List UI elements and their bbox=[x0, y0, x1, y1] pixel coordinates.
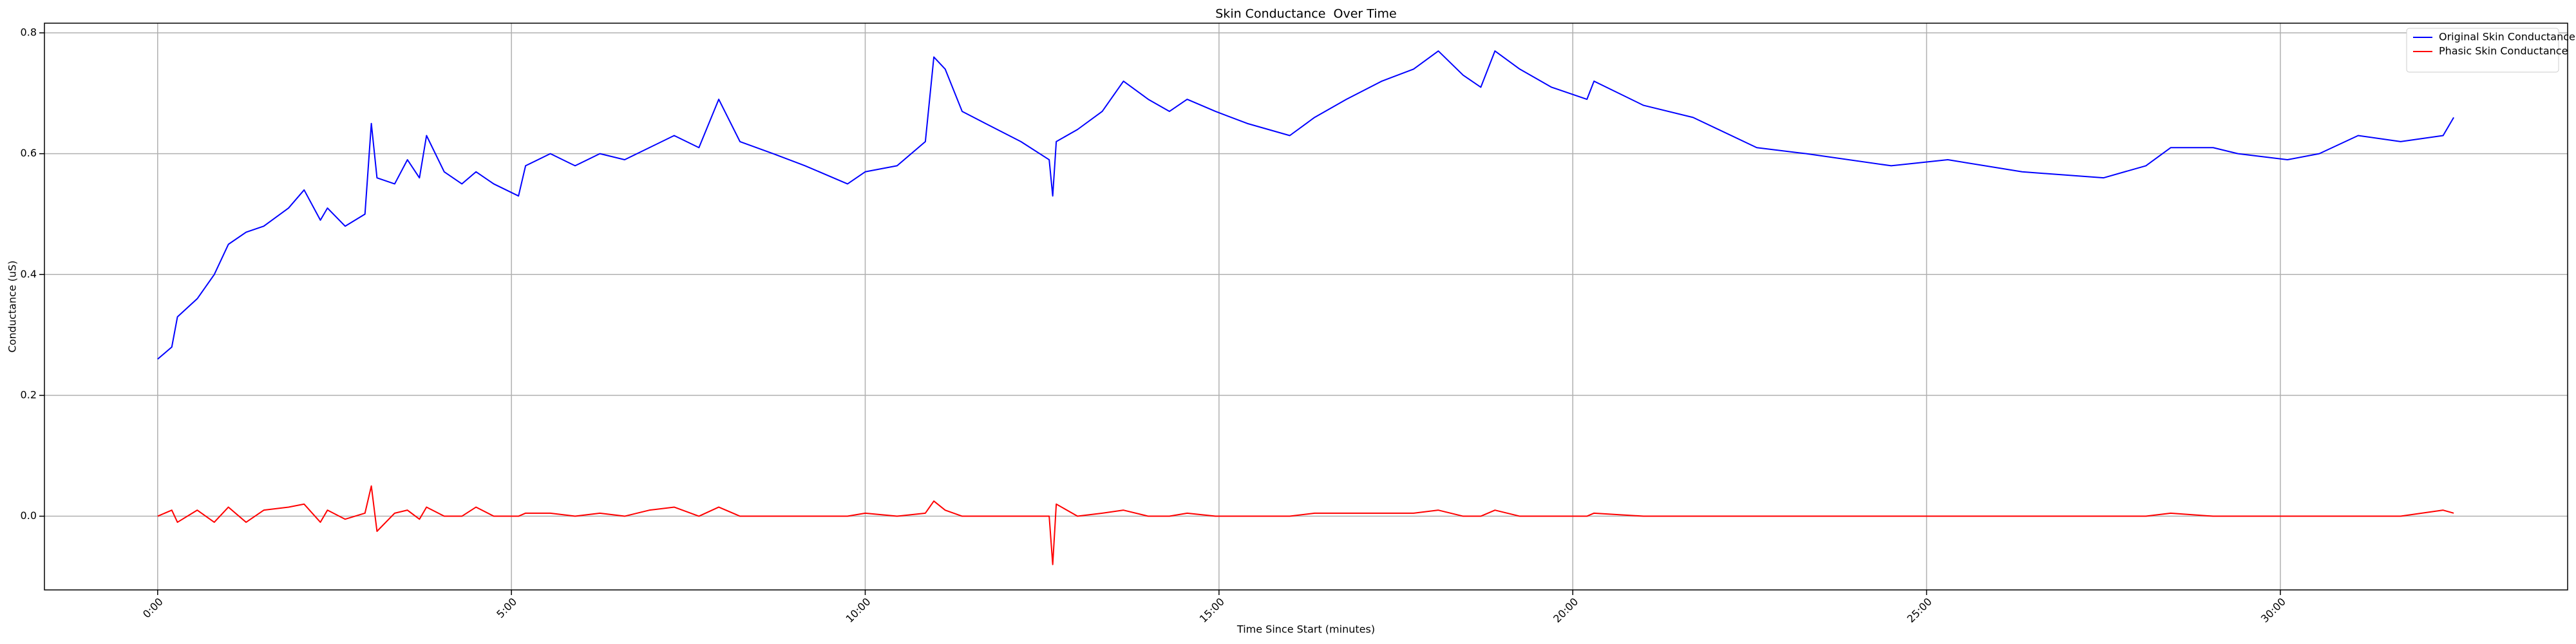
x-tick-label: 10:00 bbox=[843, 596, 873, 625]
legend-box bbox=[2406, 28, 2559, 73]
legend-label: Phasic Skin Conductance bbox=[2439, 45, 2568, 57]
x-axis-label: Time Since Start (minutes) bbox=[1236, 623, 1375, 636]
x-tick-label: 30:00 bbox=[2259, 596, 2288, 625]
x-tick-label: 20:00 bbox=[1551, 596, 1580, 625]
line-series bbox=[157, 50, 2454, 360]
x-tick-label: 15:00 bbox=[1197, 596, 1227, 625]
y-tick-label: 0.8 bbox=[21, 26, 37, 39]
x-tick-label: 25:00 bbox=[1905, 596, 1935, 625]
y-tick-label: 0.2 bbox=[21, 388, 37, 401]
x-tick-label: 0:00 bbox=[140, 596, 166, 621]
chart-title: Skin Conductance Over Time bbox=[1215, 7, 1397, 21]
y-axis-label: Conductance (uS) bbox=[6, 261, 19, 353]
y-tick-label: 0.6 bbox=[21, 147, 37, 159]
y-tick-label: 0.0 bbox=[21, 509, 37, 522]
y-tick-label: 0.4 bbox=[21, 268, 37, 280]
legend-label: Original Skin Conductance bbox=[2439, 31, 2575, 43]
x-tick-label: 5:00 bbox=[494, 596, 519, 621]
line-series bbox=[157, 485, 2454, 565]
plot-frame bbox=[44, 23, 2568, 591]
